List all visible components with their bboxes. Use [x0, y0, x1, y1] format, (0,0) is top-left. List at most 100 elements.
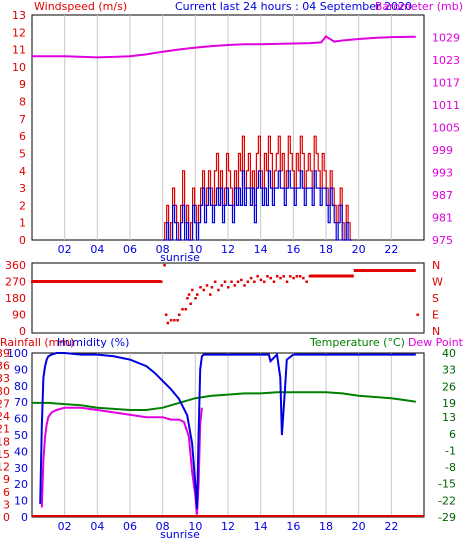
panel1-x-tick-label: 08 [156, 243, 170, 256]
wind-direction-point [210, 286, 214, 289]
panel3-right-tick-label: -29 [438, 511, 456, 524]
panel3-right-tick-label: 33 [442, 364, 456, 377]
panel3-right-tick-label: -1 [445, 444, 456, 457]
panel1-x-tick-label: 12 [221, 243, 235, 256]
wind-direction-point [176, 319, 179, 322]
panel1-x-tick-label: 18 [319, 243, 333, 256]
panel3-rain-tick-label: 15 [0, 448, 10, 461]
panel2-left-tick-label: 180 [5, 292, 26, 305]
panel3-x-tick-label: 10 [188, 520, 202, 533]
rainfall-label: Rainfall (mm) [0, 336, 74, 349]
panel2-left-tick-label: 0 [19, 325, 26, 338]
panel1-right-tick-label: 999 [432, 144, 453, 157]
panel1-left-tick-label: 4 [19, 165, 26, 178]
panel3-rain-tick-label: 30 [0, 385, 10, 398]
wind-direction-point [220, 284, 223, 287]
panel1-left-tick-label: 9 [19, 78, 26, 91]
wind-direction-point [184, 308, 188, 311]
sunrise-label-1: sunrise [160, 251, 200, 264]
panel3-right-tick-label: 6 [449, 428, 456, 441]
panel3-rain-tick-label: 27 [0, 397, 10, 410]
wind-direction-point [194, 297, 197, 300]
panel2-frame [31, 262, 425, 334]
panel2-left-tick-label: 270 [5, 276, 26, 289]
wind-direction-point [295, 275, 299, 278]
wind-direction-point [276, 275, 279, 278]
panel1-right-tick-label: 975 [432, 234, 453, 247]
wind-direction-point [205, 284, 209, 287]
panel2-right-tick-label: W [432, 276, 443, 289]
panel3-rain-tick-label: 39 [0, 347, 10, 360]
panel3-right-tick-label: -15 [438, 478, 456, 491]
panel1-left-tick-label: 1 [19, 217, 26, 230]
panel3-series [32, 352, 424, 517]
wind-direction-point [173, 319, 176, 322]
wind-direction-point [191, 288, 194, 292]
panel3-rain-tick-label: 9 [3, 473, 10, 486]
panel3-rain-tick-label: 6 [3, 486, 10, 499]
panel3-right-tick-label: 13 [442, 411, 456, 424]
panel1-left-tick-label: 0 [19, 234, 26, 247]
panel1-x-tick-label: 02 [58, 243, 72, 256]
panel1-right-tick-label: 981 [432, 212, 453, 225]
panel2-right-tick-label: E [432, 309, 439, 322]
wind-direction-point [230, 280, 233, 283]
panel2-right-tick-label: N [432, 259, 440, 272]
panel1-right-tick-label: 1023 [432, 54, 460, 67]
wind-direction-point [189, 302, 192, 305]
panel1-left-tick-label: 2 [19, 199, 26, 212]
wind-direction-point [213, 280, 217, 283]
wind-direction-point [217, 288, 220, 292]
panel3-rain-tick-label: 24 [0, 410, 10, 423]
windspeed-label: Windspeed (m/s) [34, 0, 127, 13]
panel2-series [31, 264, 419, 325]
panel3-humidity-tick-label: 100 [7, 347, 28, 360]
panel2-left-tick-label: 360 [5, 259, 26, 272]
panel3-humidity-tick-label: 10 [14, 495, 28, 508]
panel1-left-tick-label: 12 [12, 26, 26, 39]
temperature-line [32, 391, 416, 411]
wind-direction-point [292, 276, 295, 280]
panel3-humidity-tick-label: 60 [14, 413, 28, 426]
wind-direction-point [163, 264, 166, 267]
wind-average-line [162, 170, 353, 241]
wind-direction-point [298, 275, 302, 278]
panel1-right-tick-label: 993 [432, 167, 453, 180]
panel1-series [32, 35, 416, 241]
panel3-right-tick-label: -22 [438, 494, 456, 507]
wind-direction-point [186, 297, 189, 300]
wind-direction-point [223, 280, 227, 283]
wind-gust-line [162, 135, 353, 241]
panel3-humidity-tick-label: 70 [14, 396, 28, 409]
panel3-rain-tick-label: 3 [3, 498, 10, 511]
panel1-left-tick-label: 8 [19, 96, 26, 109]
humidity-label: Humidity (%) [57, 336, 129, 349]
panel3-rain-tick-label: 33 [0, 372, 10, 385]
panel3-humidity-tick-label: 90 [14, 363, 28, 376]
wind-direction-point [199, 286, 202, 289]
panel3-x-tick-label: 02 [58, 520, 72, 533]
panel3-rain-tick-label: 18 [0, 435, 10, 448]
panel1-left-tick-label: 10 [12, 61, 26, 74]
wind-direction-point [243, 284, 246, 287]
wind-direction-point [285, 280, 289, 283]
panel3-x-tick-label: 08 [156, 520, 170, 533]
wind-direction-point [169, 319, 173, 322]
wind-direction-point [256, 275, 259, 278]
wind-direction-point [246, 280, 250, 283]
wind-direction-point [178, 313, 181, 316]
wind-direction-point [240, 278, 243, 282]
wind-direction-point [305, 280, 308, 283]
wind-direction-point [166, 321, 170, 325]
panel1-left-tick-label: 3 [19, 182, 26, 195]
panel3-x-tick-label: 18 [319, 520, 333, 533]
panel3-rain-tick-label: 12 [0, 461, 10, 474]
wind-direction-point [253, 280, 256, 283]
panel3-right-tick-label: -8 [445, 461, 456, 474]
dewpoint-label: Dew Point [408, 336, 463, 349]
wind-direction-point [181, 308, 184, 311]
